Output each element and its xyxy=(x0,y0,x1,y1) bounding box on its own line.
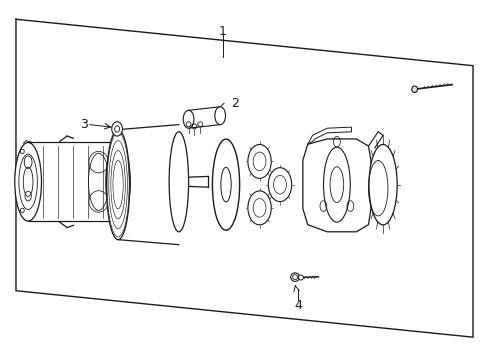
Text: 2: 2 xyxy=(230,97,238,110)
Ellipse shape xyxy=(214,107,225,125)
Text: 1: 1 xyxy=(218,25,226,38)
Ellipse shape xyxy=(106,130,129,240)
Polygon shape xyxy=(307,127,351,144)
Ellipse shape xyxy=(411,86,417,93)
Ellipse shape xyxy=(323,147,349,222)
Ellipse shape xyxy=(212,139,239,230)
Ellipse shape xyxy=(290,273,299,282)
Ellipse shape xyxy=(169,132,188,232)
Ellipse shape xyxy=(15,143,41,221)
Ellipse shape xyxy=(247,191,271,225)
Ellipse shape xyxy=(183,111,194,128)
Ellipse shape xyxy=(268,168,291,202)
Ellipse shape xyxy=(106,143,130,221)
Ellipse shape xyxy=(112,122,122,136)
Polygon shape xyxy=(188,107,220,128)
Text: 3: 3 xyxy=(80,118,88,131)
Polygon shape xyxy=(302,139,370,232)
Ellipse shape xyxy=(368,144,396,225)
Ellipse shape xyxy=(247,144,271,179)
Ellipse shape xyxy=(298,275,303,280)
Text: 4: 4 xyxy=(293,298,301,311)
